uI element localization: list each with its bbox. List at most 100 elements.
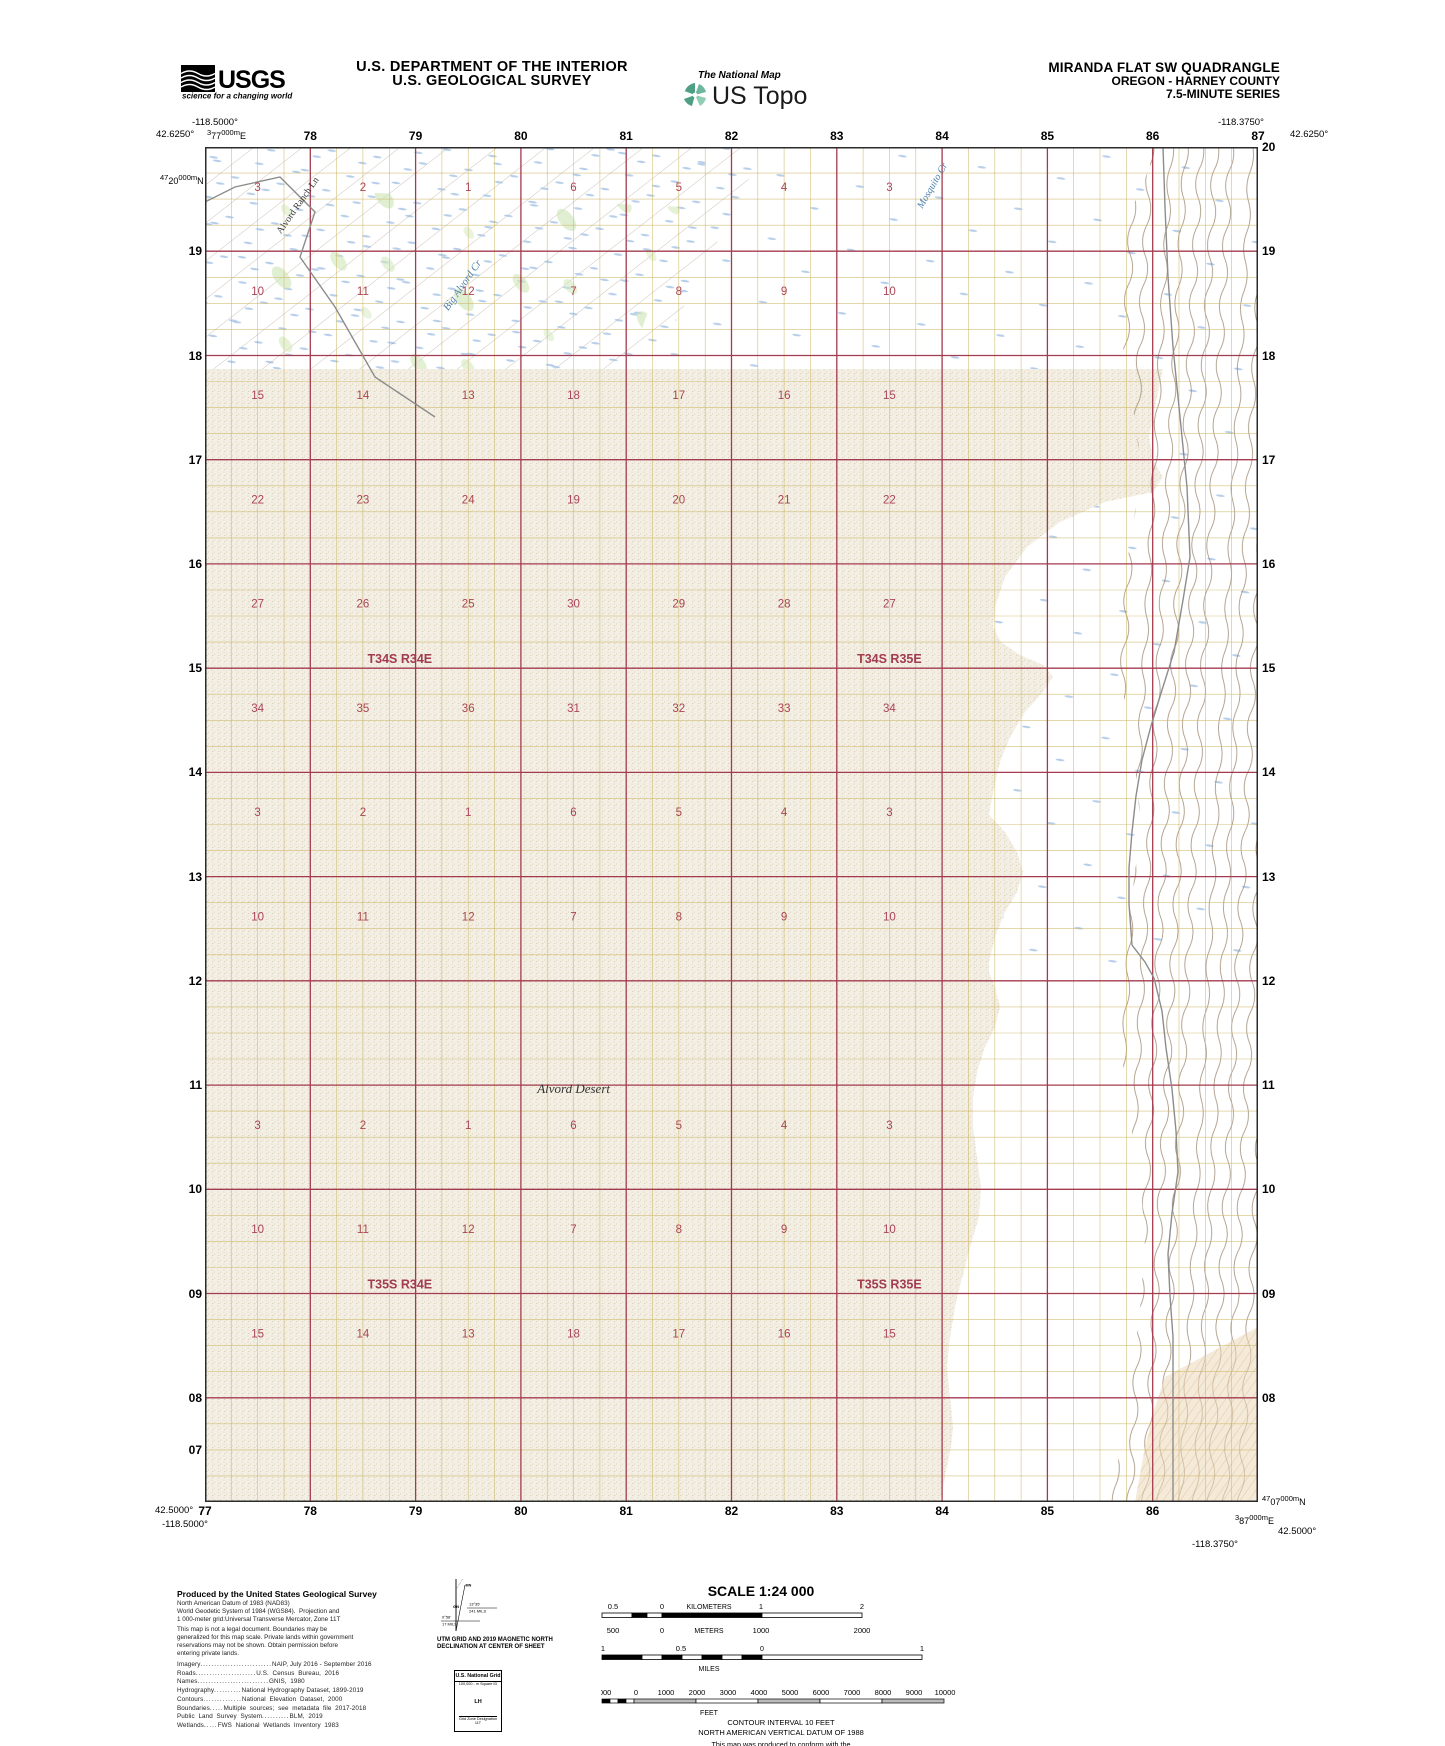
- svg-text:10: 10: [883, 911, 896, 923]
- svg-text:6000: 6000: [813, 1688, 830, 1697]
- svg-text:2: 2: [860, 1603, 864, 1611]
- svg-text:1: 1: [465, 1120, 471, 1132]
- svg-text:11: 11: [357, 911, 369, 923]
- svg-text:500: 500: [607, 1626, 620, 1635]
- svg-text:1: 1: [920, 1644, 924, 1653]
- svg-text:33: 33: [778, 703, 791, 715]
- svg-text:4: 4: [781, 807, 788, 819]
- svg-text:US Topo: US Topo: [712, 82, 807, 110]
- svg-text:10: 10: [883, 1224, 896, 1236]
- svg-text:17 MILS: 17 MILS: [442, 1622, 457, 1627]
- svg-text:0: 0: [660, 1626, 664, 1635]
- svg-text:14: 14: [357, 1328, 370, 1340]
- svg-text:7000: 7000: [844, 1688, 861, 1697]
- svg-text:16: 16: [778, 1328, 791, 1340]
- svg-text:8000: 8000: [875, 1688, 892, 1697]
- svg-text:29: 29: [672, 599, 685, 611]
- svg-text:24: 24: [462, 495, 475, 507]
- svg-text:7: 7: [570, 911, 576, 923]
- svg-text:FEET: FEET: [700, 1710, 719, 1717]
- svg-text:2: 2: [360, 807, 366, 819]
- svg-text:5: 5: [676, 182, 682, 194]
- svg-text:13: 13: [462, 390, 475, 402]
- svg-text:2000: 2000: [854, 1626, 871, 1635]
- svg-text:10000: 10000: [935, 1688, 956, 1697]
- svg-text:17: 17: [672, 390, 685, 402]
- svg-text:4: 4: [781, 1120, 788, 1132]
- svg-text:2: 2: [360, 182, 366, 194]
- svg-text:22: 22: [251, 495, 264, 507]
- svg-text:18: 18: [567, 1328, 580, 1340]
- svg-text:9: 9: [781, 1224, 787, 1236]
- svg-text:The National Map: The National Map: [698, 70, 781, 81]
- svg-text:0.5: 0.5: [676, 1644, 686, 1653]
- svg-text:9: 9: [781, 286, 787, 298]
- svg-text:7: 7: [570, 286, 576, 298]
- svg-text:15: 15: [251, 390, 264, 402]
- svg-text:26: 26: [357, 599, 370, 611]
- svg-text:15: 15: [883, 1328, 896, 1340]
- svg-text:3: 3: [254, 807, 260, 819]
- svg-text:23: 23: [357, 495, 370, 507]
- svg-text:31: 31: [567, 703, 580, 715]
- svg-text:6: 6: [570, 1120, 576, 1132]
- svg-text:34: 34: [251, 703, 264, 715]
- svg-text:3: 3: [886, 1120, 892, 1132]
- svg-text:3: 3: [254, 1120, 260, 1132]
- svg-text:0.5: 0.5: [608, 1603, 618, 1611]
- svg-text:1: 1: [601, 1644, 605, 1653]
- svg-text:3: 3: [886, 182, 892, 194]
- svg-text:1: 1: [465, 182, 471, 194]
- svg-text:1000: 1000: [601, 1688, 611, 1697]
- svg-text:10: 10: [251, 1224, 264, 1236]
- svg-text:3000: 3000: [720, 1688, 737, 1697]
- svg-text:28: 28: [778, 599, 791, 611]
- svg-text:10: 10: [251, 286, 264, 298]
- svg-text:14: 14: [357, 390, 370, 402]
- svg-text:34: 34: [883, 703, 896, 715]
- svg-text:6: 6: [570, 182, 576, 194]
- svg-text:T35S R35E: T35S R35E: [857, 1278, 922, 1292]
- svg-text:27: 27: [883, 599, 896, 611]
- svg-text:5000: 5000: [782, 1688, 799, 1697]
- svg-text:20: 20: [672, 495, 685, 507]
- svg-text:36: 36: [462, 703, 475, 715]
- svg-text:MN: MN: [466, 1584, 472, 1588]
- svg-text:3: 3: [886, 807, 892, 819]
- svg-text:18: 18: [567, 390, 580, 402]
- svg-text:science for a changing world: science for a changing world: [182, 92, 293, 101]
- svg-text:0: 0: [760, 1646, 764, 1653]
- svg-text:0: 0: [660, 1603, 664, 1611]
- svg-text:13: 13: [462, 1328, 475, 1340]
- svg-text:8: 8: [676, 286, 682, 298]
- svg-text:12: 12: [462, 1224, 475, 1236]
- svg-text:0: 0: [634, 1688, 638, 1697]
- svg-text:30: 30: [567, 599, 580, 611]
- svg-text:27: 27: [251, 599, 264, 611]
- svg-text:241 MILS: 241 MILS: [469, 1609, 486, 1614]
- svg-text:KILOMETERS: KILOMETERS: [686, 1604, 731, 1611]
- svg-text:GN: GN: [453, 1604, 459, 1609]
- svg-text:11: 11: [357, 286, 369, 298]
- svg-text:T35S R34E: T35S R34E: [367, 1278, 432, 1292]
- svg-text:1000: 1000: [753, 1626, 770, 1635]
- svg-text:9: 9: [781, 911, 787, 923]
- svg-text:13°35': 13°35': [469, 1602, 480, 1607]
- svg-text:35: 35: [357, 703, 370, 715]
- svg-text:T34S R34E: T34S R34E: [367, 652, 432, 666]
- svg-text:4000: 4000: [751, 1688, 768, 1697]
- svg-text:5: 5: [676, 1120, 682, 1132]
- svg-text:MILES: MILES: [698, 1666, 719, 1673]
- svg-text:METERS: METERS: [694, 1628, 724, 1635]
- svg-text:0°58': 0°58': [442, 1615, 451, 1620]
- svg-text:8: 8: [676, 911, 682, 923]
- svg-text:1: 1: [759, 1603, 763, 1611]
- svg-text:10: 10: [251, 911, 264, 923]
- svg-text:15: 15: [251, 1328, 264, 1340]
- svg-text:22: 22: [883, 495, 896, 507]
- svg-text:6: 6: [570, 807, 576, 819]
- svg-text:21: 21: [778, 495, 791, 507]
- svg-text:32: 32: [672, 703, 685, 715]
- svg-text:16: 16: [778, 390, 791, 402]
- svg-text:1000: 1000: [658, 1688, 675, 1697]
